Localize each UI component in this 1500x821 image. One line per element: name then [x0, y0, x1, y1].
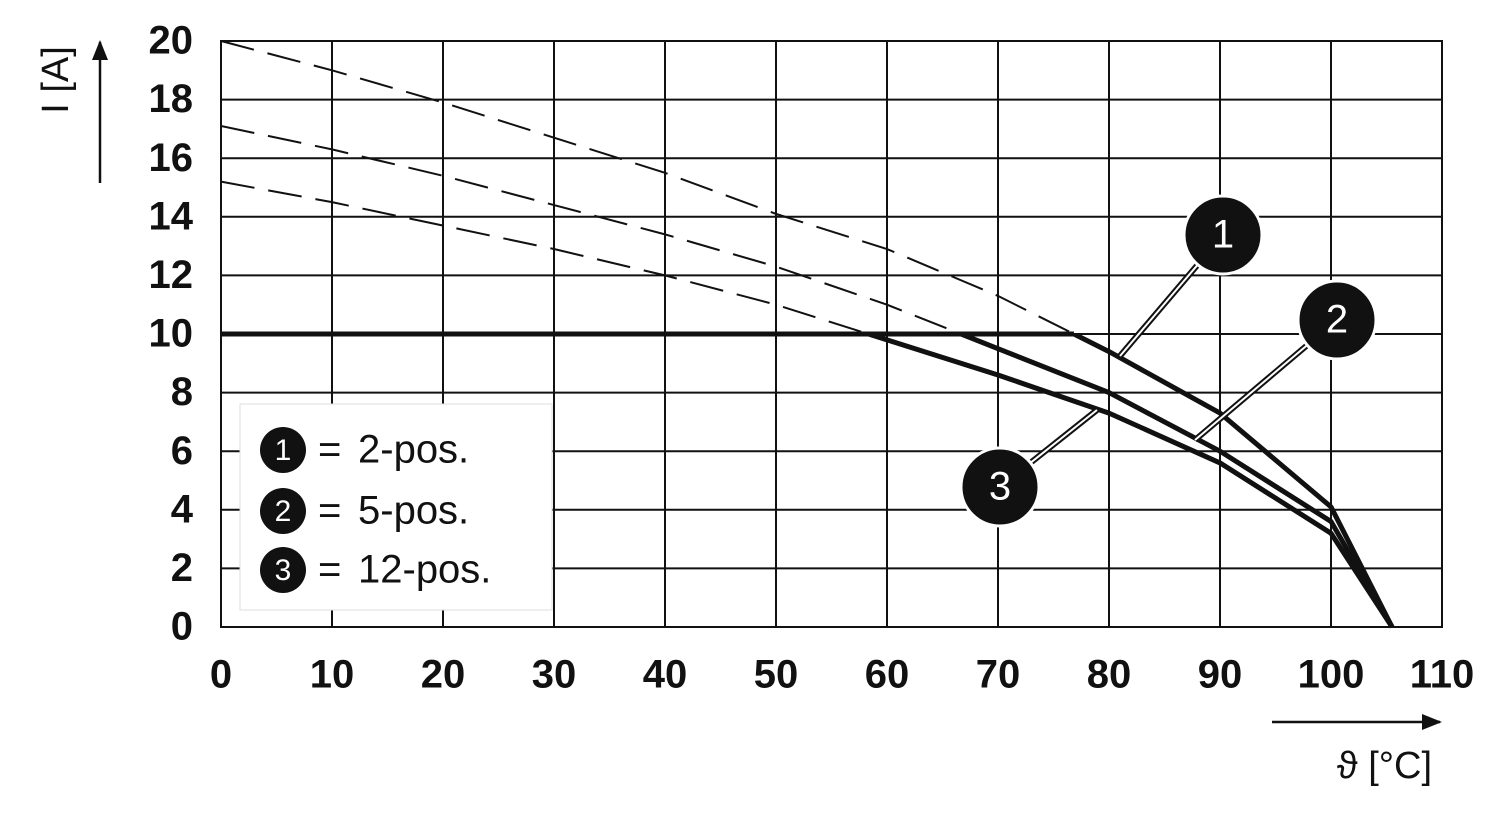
- series-line-dashed: [220, 180, 872, 334]
- legend-marker: [260, 547, 306, 593]
- y-tick-label: 12: [149, 253, 194, 297]
- x-tick-label: 50: [754, 653, 799, 697]
- y-tick-label: 0: [171, 605, 193, 649]
- x-tick-label: 10: [310, 653, 355, 697]
- legend-marker-label: 3: [275, 554, 292, 587]
- x-tick-label: 60: [865, 653, 910, 697]
- series-line: [1068, 334, 1395, 629]
- x-tick-label: 80: [1087, 653, 1132, 697]
- callout-label: 1: [1212, 213, 1234, 257]
- series-line: [860, 334, 1395, 629]
- y-tick-label: 4: [171, 487, 194, 531]
- legend-marker-label: 2: [275, 495, 292, 528]
- callout-circle: [1296, 279, 1378, 361]
- legend-separator: =: [318, 428, 341, 472]
- y-tick-label: 6: [171, 429, 193, 473]
- legend-marker: [260, 488, 306, 534]
- y-tick-label: 14: [149, 194, 194, 238]
- legend-label: 5-pos.: [358, 489, 469, 533]
- x-tick-label: 20: [421, 653, 466, 697]
- legend-label: 2-pos.: [358, 428, 469, 472]
- y-tick-label: 8: [171, 370, 193, 414]
- x-tick-label: 110: [1410, 653, 1475, 697]
- callout-label: 3: [989, 465, 1011, 509]
- x-tick-label: 30: [532, 653, 577, 697]
- series-line: [954, 334, 1395, 629]
- legend-label: 12-pos.: [358, 548, 491, 592]
- legend: 1 = 2-pos. 2 = 5-pos. 3 = 12-pos.: [239, 403, 553, 611]
- legend-marker-label: 1: [275, 434, 292, 467]
- legend-separator: =: [318, 489, 341, 533]
- y-tick-label: 2: [171, 546, 193, 590]
- x-tick-label: 90: [1198, 653, 1243, 697]
- y-tick-label: 20: [149, 19, 194, 63]
- callout-label: 2: [1326, 298, 1348, 342]
- x-axis-label: ϑ [°C]: [1337, 745, 1432, 787]
- x-tick-label: 100: [1298, 653, 1365, 697]
- curves: [220, 40, 1395, 629]
- x-tick-label: 70: [976, 653, 1021, 697]
- legend-separator: =: [318, 548, 341, 592]
- series-line-dashed: [220, 40, 1077, 334]
- callout-circle: [959, 446, 1041, 528]
- y-axis-label: I [A]: [35, 46, 77, 114]
- y-tick-label: 10: [149, 312, 194, 356]
- series-line-dashed: [220, 124, 964, 334]
- legend-marker: [260, 427, 306, 473]
- y-tick-label: 16: [149, 136, 194, 180]
- y-tick-label: 18: [149, 77, 194, 121]
- callout-circle: [1182, 194, 1264, 276]
- x-tick-label: 0: [210, 653, 232, 697]
- x-tick-label: 40: [643, 653, 688, 697]
